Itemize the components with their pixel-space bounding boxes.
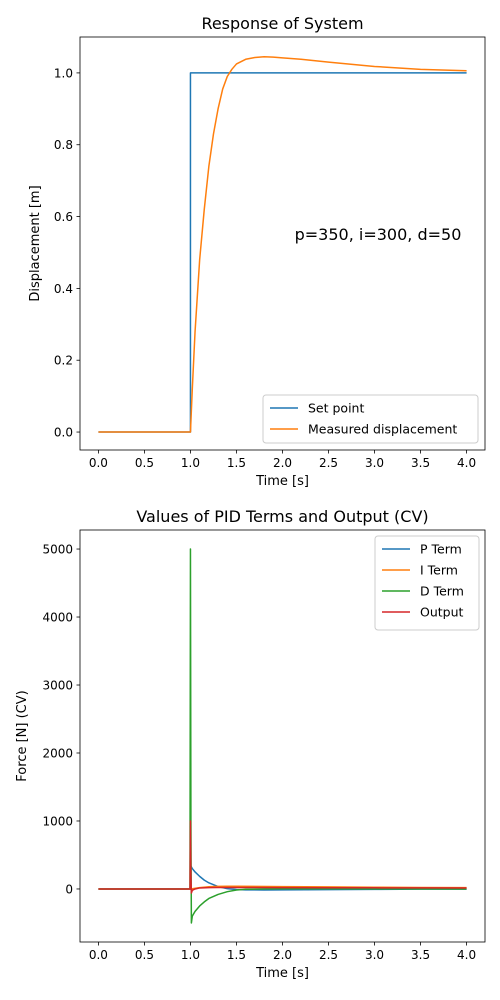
x-tick-label: 2.0 [273, 456, 292, 470]
legend-label: P Term [420, 542, 462, 557]
legend: Set point Measured displacement [262, 394, 479, 444]
x-tick-label: 1.5 [227, 456, 246, 470]
legend: P Term I Term D Term Output [374, 535, 480, 631]
y-tick-label: 0.2 [54, 354, 73, 368]
legend-label: Output [420, 605, 464, 620]
y-tick-label: 0.6 [54, 210, 73, 224]
y-tick-label: 0.0 [54, 426, 73, 440]
chart-2: Values of PID Terms and Output (CV) 0.0 0.… [15, 507, 486, 981]
x-tick-label: 2.0 [273, 948, 292, 962]
series-line-output [98, 820, 467, 894]
y-tick-label: 2000 [42, 746, 73, 760]
chart-1: Response of System 0.0 0.5 1.0 1.5 2.0 2.5 3.0 3… [28, 14, 486, 489]
x-tick-label: 0.0 [89, 456, 108, 470]
x-tick-label: 0.5 [135, 456, 154, 470]
series-line-set-point [98, 72, 467, 433]
chart-title: Values of PID Terms and Output (CV) [136, 507, 428, 526]
x-tick-label: 0.0 [89, 948, 108, 962]
y-tick-label: 5000 [42, 543, 73, 557]
x-tick-label: 4.0 [457, 948, 476, 962]
y-tick-label: 0 [65, 882, 73, 896]
x-tick-label: 1.5 [227, 948, 246, 962]
y-tick-label: 1.0 [54, 66, 73, 80]
x-tick-label: 3.5 [411, 948, 430, 962]
x-tick-label: 1.0 [181, 948, 200, 962]
series-line-measured-displacement [98, 56, 467, 433]
series-group [98, 548, 467, 924]
legend-box [374, 535, 480, 631]
y-tick-label: 1000 [42, 814, 73, 828]
series-group [98, 56, 467, 433]
x-axis-label: Time [s] [255, 966, 309, 981]
y-axis-label: Force [N] (CV) [15, 690, 30, 781]
y-tick-label: 3000 [42, 679, 73, 693]
x-axis-label: Time [s] [255, 474, 309, 489]
legend-label: I Term [420, 563, 458, 578]
x-tick-label: 2.5 [319, 456, 338, 470]
x-tick-label: 4.0 [457, 456, 476, 470]
x-tick-label: 3.0 [365, 456, 384, 470]
x-tick-label: 1.0 [181, 456, 200, 470]
chart-title: Response of System [201, 14, 363, 33]
y-tick-label: 0.4 [54, 282, 73, 296]
annotation-text: p=350, i=300, d=50 [295, 225, 462, 244]
legend-label: Measured displacement [308, 422, 457, 437]
x-tick-label: 3.0 [365, 948, 384, 962]
x-tick-label: 0.5 [135, 948, 154, 962]
x-tick-label: 3.5 [411, 456, 430, 470]
x-tick-label: 2.5 [319, 948, 338, 962]
y-tick-label: 4000 [42, 611, 73, 625]
legend-box [262, 394, 479, 444]
y-tick-label: 0.8 [54, 138, 73, 152]
y-axis-label: Displacement [m] [28, 185, 43, 301]
legend-label: Set point [308, 401, 364, 416]
legend-label: D Term [420, 584, 464, 599]
